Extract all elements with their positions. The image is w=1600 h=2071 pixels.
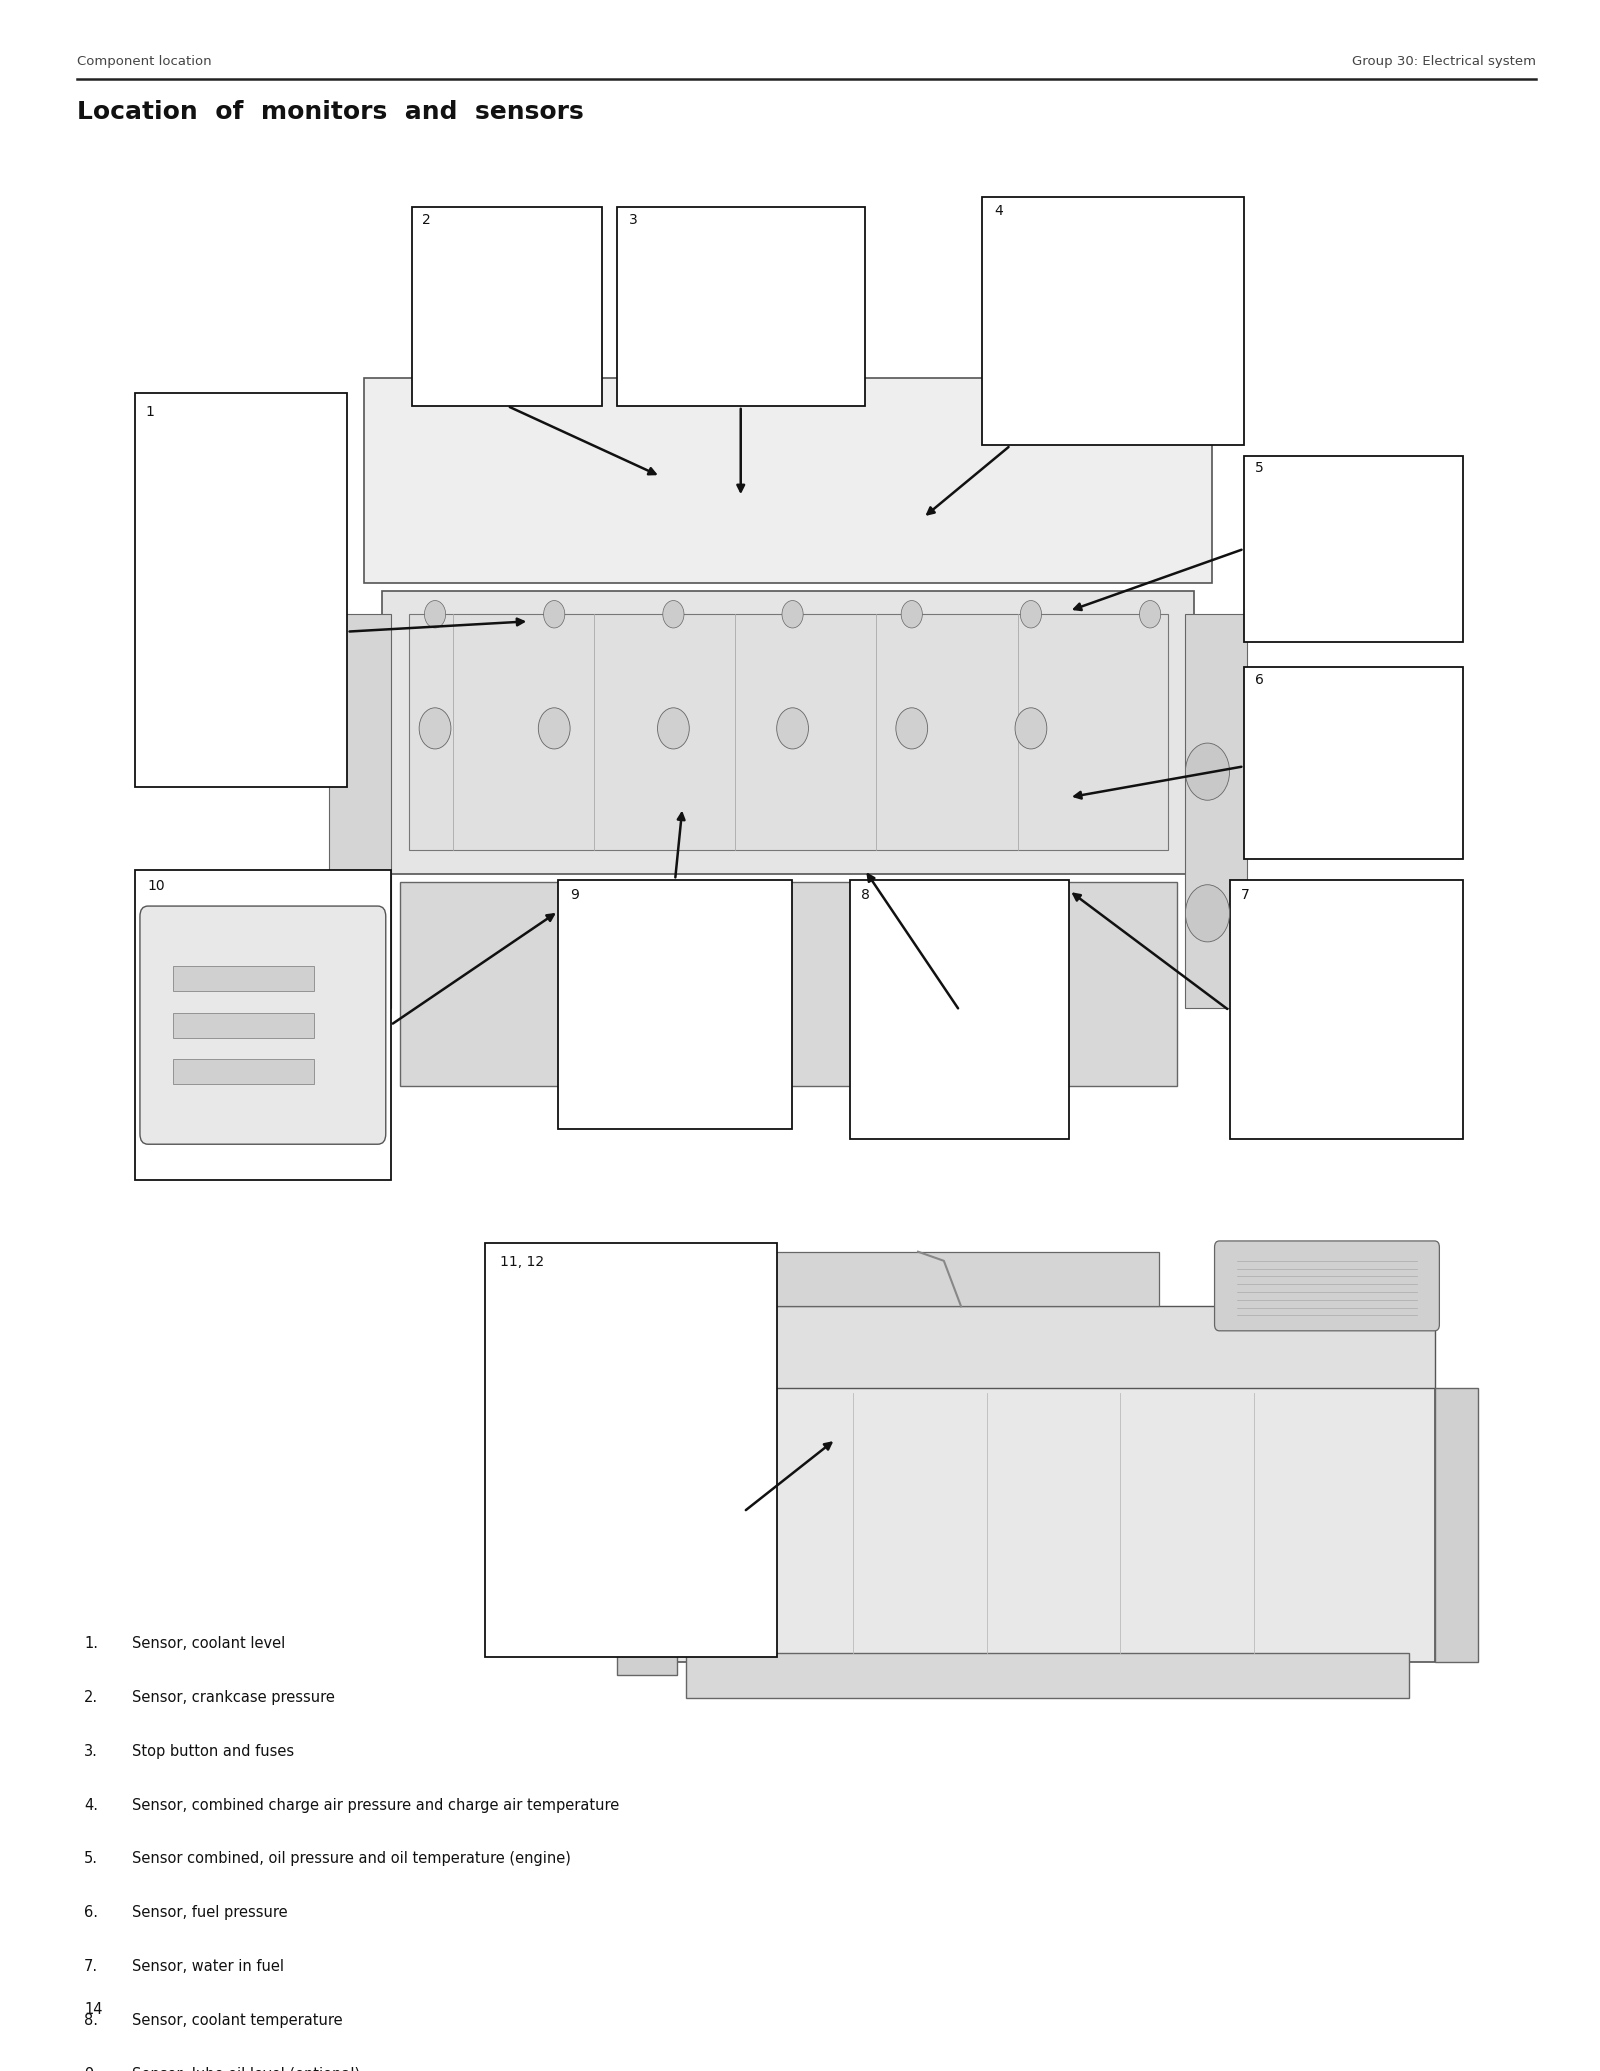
Text: Sensor, water in fuel: Sensor, water in fuel (133, 1959, 285, 1974)
Circle shape (896, 708, 928, 750)
Bar (365, 379, 1211, 582)
Text: 1: 1 (146, 406, 155, 418)
Text: 7: 7 (1242, 888, 1250, 903)
Bar (1435, 1388, 1478, 1661)
Circle shape (1139, 601, 1160, 628)
FancyBboxPatch shape (139, 905, 386, 1143)
Text: Stop button and fuses: Stop button and fuses (133, 1744, 294, 1758)
Bar (382, 590, 1194, 874)
Text: Sensor, coolant temperature: Sensor, coolant temperature (133, 2013, 342, 2028)
Bar (685, 1251, 1158, 1307)
Text: 14: 14 (85, 2003, 102, 2017)
Text: 8.: 8. (85, 2013, 98, 2028)
Text: 4.: 4. (85, 1798, 98, 1812)
Text: 11, 12: 11, 12 (499, 1255, 544, 1270)
Text: 10: 10 (147, 878, 165, 893)
Bar (134, 393, 347, 787)
Bar (1245, 667, 1462, 859)
Bar (850, 880, 1069, 1139)
Text: 6.: 6. (85, 1905, 98, 1920)
Bar (558, 880, 792, 1129)
Bar (981, 197, 1245, 445)
Bar (400, 882, 1176, 1087)
Bar (173, 965, 314, 990)
Bar (134, 870, 390, 1180)
Text: Sensor combined, oil pressure and oil temperature (engine): Sensor combined, oil pressure and oil te… (133, 1851, 571, 1866)
Circle shape (538, 708, 570, 750)
Text: 2: 2 (422, 213, 430, 228)
Text: 5: 5 (1254, 462, 1264, 474)
Circle shape (776, 708, 808, 750)
Bar (173, 1058, 314, 1083)
Circle shape (544, 601, 565, 628)
Text: Sensor, combined charge air pressure and charge air temperature: Sensor, combined charge air pressure and… (133, 1798, 619, 1812)
Bar (408, 615, 1168, 851)
Text: Sensor, crankcase pressure: Sensor, crankcase pressure (133, 1690, 334, 1704)
Text: 4: 4 (995, 205, 1003, 217)
Text: 2.: 2. (85, 1690, 98, 1704)
Bar (659, 1307, 1435, 1388)
Circle shape (658, 708, 690, 750)
Circle shape (1021, 601, 1042, 628)
Circle shape (1014, 708, 1046, 750)
Bar (685, 1653, 1408, 1698)
Text: 9: 9 (570, 888, 579, 901)
Bar (485, 1243, 778, 1657)
Circle shape (901, 601, 922, 628)
Text: 6: 6 (1254, 673, 1264, 688)
Circle shape (1186, 743, 1229, 799)
Bar (1229, 880, 1462, 1139)
Text: 3: 3 (629, 213, 638, 228)
Bar (659, 1388, 1435, 1661)
Circle shape (419, 708, 451, 750)
FancyBboxPatch shape (1214, 1241, 1440, 1332)
Text: 9.: 9. (85, 2067, 98, 2071)
Text: 8: 8 (861, 888, 870, 903)
Text: Group 30: Electrical system: Group 30: Electrical system (1352, 56, 1536, 68)
Bar (413, 207, 602, 406)
Text: Location  of  monitors  and  sensors: Location of monitors and sensors (77, 99, 584, 124)
Text: Sensor, coolant level: Sensor, coolant level (133, 1636, 285, 1651)
Text: 3.: 3. (85, 1744, 98, 1758)
Text: 7.: 7. (85, 1959, 98, 1974)
Bar (330, 615, 390, 1009)
Circle shape (782, 601, 803, 628)
Bar (616, 207, 864, 406)
Bar (616, 1311, 677, 1675)
Text: 1.: 1. (85, 1636, 98, 1651)
Circle shape (1186, 884, 1229, 942)
Text: Sensor, lube oil level (optional): Sensor, lube oil level (optional) (133, 2067, 360, 2071)
Bar (1186, 615, 1248, 1009)
Circle shape (424, 601, 446, 628)
Text: 5.: 5. (85, 1851, 98, 1866)
Bar (1245, 456, 1462, 642)
Circle shape (662, 601, 683, 628)
Text: Sensor, fuel pressure: Sensor, fuel pressure (133, 1905, 288, 1920)
Text: Component location: Component location (77, 56, 211, 68)
Bar (173, 1013, 314, 1038)
